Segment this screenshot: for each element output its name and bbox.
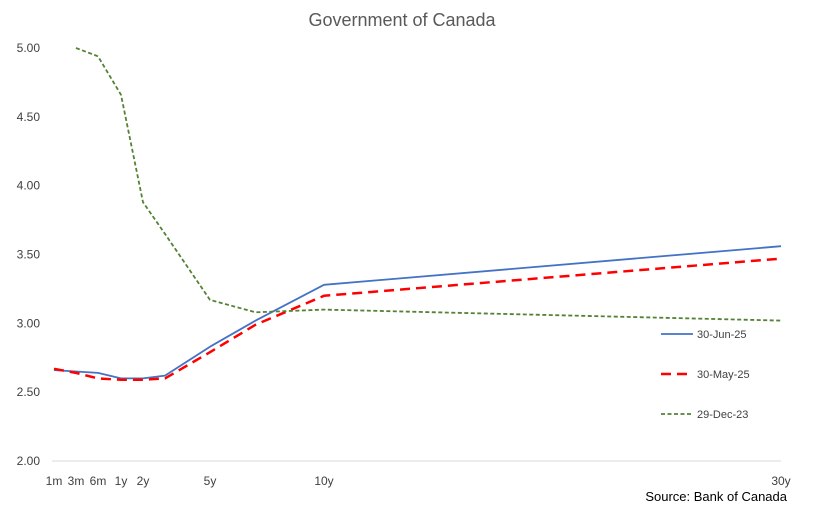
y-tick-label: 3.00 (17, 316, 41, 330)
series-line-1 (53, 245, 782, 380)
series-line-3 (75, 47, 782, 322)
y-tick-label: 3.50 (17, 248, 41, 262)
y-tick-label: 4.00 (17, 179, 41, 193)
y-tick-label: 4.50 (17, 110, 41, 124)
x-tick-label: 6m (90, 474, 107, 488)
series-line-2 (53, 257, 782, 382)
axes: 2.00 2.50 3.00 3.50 4.00 4.50 5.00 1m 3m 6m 1y 2y 5y… (17, 41, 791, 488)
legend: 30-Jun-25 30-May-25 29-Dec-23 (661, 329, 750, 421)
x-tick-label: 2y (137, 474, 150, 488)
chart-title: Government of Canada (308, 10, 496, 30)
legend-label: 30-May-25 (697, 369, 750, 381)
x-tick-label: 1y (115, 474, 128, 488)
legend-label: 29-Dec-23 (697, 409, 748, 421)
x-tick-label: 5y (204, 474, 217, 488)
x-tick-label: 30y (771, 474, 790, 488)
series-layer (53, 47, 782, 382)
y-tick-label: 2.00 (17, 454, 41, 468)
x-tick-label: 1m (46, 474, 63, 488)
legend-label: 30-Jun-25 (697, 329, 747, 341)
source-note: Source: Bank of Canada (645, 489, 787, 504)
x-tick-label: 10y (314, 474, 333, 488)
x-tick-label: 3m (68, 474, 85, 488)
y-tick-label: 5.00 (17, 41, 41, 55)
y-tick-label: 2.50 (17, 385, 41, 399)
